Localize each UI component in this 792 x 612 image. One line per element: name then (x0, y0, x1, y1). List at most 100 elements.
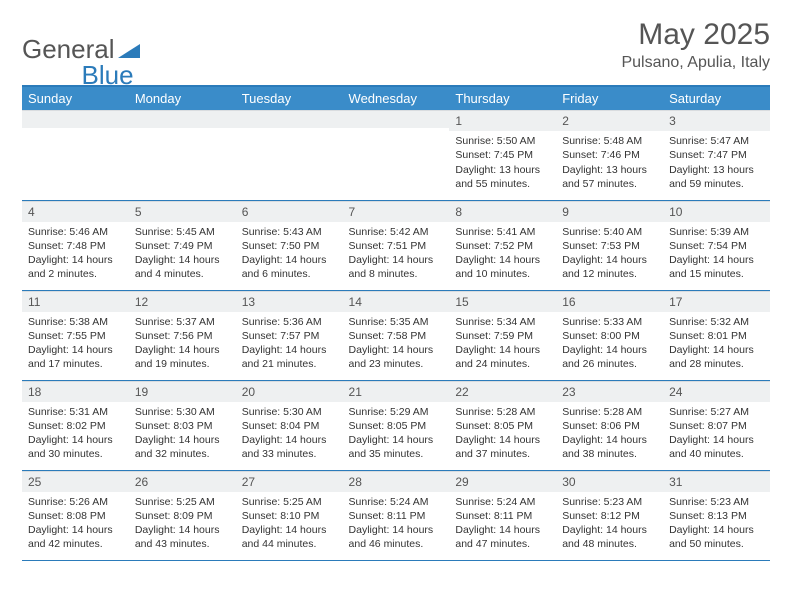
day-number: 30 (556, 471, 663, 492)
day-number: 5 (129, 201, 236, 222)
sunrise-text: Sunrise: 5:34 AM (455, 315, 550, 329)
day-number: 22 (449, 381, 556, 402)
daylight-text: Daylight: 14 hours and 30 minutes. (28, 433, 123, 461)
sunset-text: Sunset: 7:52 PM (455, 239, 550, 253)
daylight-text: Daylight: 14 hours and 33 minutes. (242, 433, 337, 461)
calendar-day-cell: 5Sunrise: 5:45 AMSunset: 7:49 PMDaylight… (129, 200, 236, 290)
sunset-text: Sunset: 8:11 PM (455, 509, 550, 523)
sunset-text: Sunset: 8:03 PM (135, 419, 230, 433)
day-body: Sunrise: 5:25 AMSunset: 8:10 PMDaylight:… (236, 492, 343, 557)
sunrise-text: Sunrise: 5:25 AM (135, 495, 230, 509)
daylight-text: Daylight: 14 hours and 21 minutes. (242, 343, 337, 371)
calendar-day-cell: 27Sunrise: 5:25 AMSunset: 8:10 PMDayligh… (236, 470, 343, 560)
day-header: Tuesday (236, 86, 343, 110)
sunrise-text: Sunrise: 5:23 AM (669, 495, 764, 509)
calendar-day-cell (22, 110, 129, 200)
day-body: Sunrise: 5:32 AMSunset: 8:01 PMDaylight:… (663, 312, 770, 377)
day-number: 4 (22, 201, 129, 222)
calendar-day-cell: 29Sunrise: 5:24 AMSunset: 8:11 PMDayligh… (449, 470, 556, 560)
day-number: 21 (343, 381, 450, 402)
sunset-text: Sunset: 8:06 PM (562, 419, 657, 433)
title-block: May 2025 Pulsano, Apulia, Italy (621, 18, 770, 72)
sunrise-text: Sunrise: 5:28 AM (562, 405, 657, 419)
calendar-day-cell: 17Sunrise: 5:32 AMSunset: 8:01 PMDayligh… (663, 290, 770, 380)
sunset-text: Sunset: 8:01 PM (669, 329, 764, 343)
sunrise-text: Sunrise: 5:37 AM (135, 315, 230, 329)
daylight-text: Daylight: 14 hours and 47 minutes. (455, 523, 550, 551)
daylight-text: Daylight: 14 hours and 19 minutes. (135, 343, 230, 371)
daylight-text: Daylight: 14 hours and 12 minutes. (562, 253, 657, 281)
day-body: Sunrise: 5:25 AMSunset: 8:09 PMDaylight:… (129, 492, 236, 557)
daylight-text: Daylight: 14 hours and 37 minutes. (455, 433, 550, 461)
day-number: 3 (663, 110, 770, 131)
day-number (236, 110, 343, 128)
sunset-text: Sunset: 8:12 PM (562, 509, 657, 523)
calendar-day-cell: 24Sunrise: 5:27 AMSunset: 8:07 PMDayligh… (663, 380, 770, 470)
day-number: 15 (449, 291, 556, 312)
daylight-text: Daylight: 13 hours and 59 minutes. (669, 163, 764, 191)
daylight-text: Daylight: 14 hours and 43 minutes. (135, 523, 230, 551)
sunrise-text: Sunrise: 5:47 AM (669, 134, 764, 148)
sunrise-text: Sunrise: 5:24 AM (455, 495, 550, 509)
daylight-text: Daylight: 14 hours and 35 minutes. (349, 433, 444, 461)
day-body: Sunrise: 5:47 AMSunset: 7:47 PMDaylight:… (663, 131, 770, 196)
sunset-text: Sunset: 7:49 PM (135, 239, 230, 253)
day-number: 16 (556, 291, 663, 312)
day-number: 24 (663, 381, 770, 402)
day-body: Sunrise: 5:43 AMSunset: 7:50 PMDaylight:… (236, 222, 343, 287)
sunrise-text: Sunrise: 5:36 AM (242, 315, 337, 329)
sunset-text: Sunset: 7:54 PM (669, 239, 764, 253)
day-body: Sunrise: 5:40 AMSunset: 7:53 PMDaylight:… (556, 222, 663, 287)
sunrise-text: Sunrise: 5:48 AM (562, 134, 657, 148)
daylight-text: Daylight: 14 hours and 42 minutes. (28, 523, 123, 551)
day-body: Sunrise: 5:41 AMSunset: 7:52 PMDaylight:… (449, 222, 556, 287)
calendar-day-cell: 7Sunrise: 5:42 AMSunset: 7:51 PMDaylight… (343, 200, 450, 290)
day-header: Monday (129, 86, 236, 110)
day-body: Sunrise: 5:26 AMSunset: 8:08 PMDaylight:… (22, 492, 129, 557)
sunset-text: Sunset: 8:10 PM (242, 509, 337, 523)
sunrise-text: Sunrise: 5:35 AM (349, 315, 444, 329)
sunset-text: Sunset: 7:45 PM (455, 148, 550, 162)
sunrise-text: Sunrise: 5:25 AM (242, 495, 337, 509)
calendar-day-cell: 30Sunrise: 5:23 AMSunset: 8:12 PMDayligh… (556, 470, 663, 560)
day-body: Sunrise: 5:28 AMSunset: 8:06 PMDaylight:… (556, 402, 663, 467)
sunset-text: Sunset: 7:57 PM (242, 329, 337, 343)
sunrise-text: Sunrise: 5:43 AM (242, 225, 337, 239)
daylight-text: Daylight: 14 hours and 10 minutes. (455, 253, 550, 281)
day-number: 26 (129, 471, 236, 492)
day-number: 11 (22, 291, 129, 312)
day-body: Sunrise: 5:46 AMSunset: 7:48 PMDaylight:… (22, 222, 129, 287)
day-number (22, 110, 129, 128)
day-body: Sunrise: 5:27 AMSunset: 8:07 PMDaylight:… (663, 402, 770, 467)
sunrise-text: Sunrise: 5:24 AM (349, 495, 444, 509)
day-body: Sunrise: 5:24 AMSunset: 8:11 PMDaylight:… (449, 492, 556, 557)
calendar-day-cell: 12Sunrise: 5:37 AMSunset: 7:56 PMDayligh… (129, 290, 236, 380)
calendar-day-cell: 8Sunrise: 5:41 AMSunset: 7:52 PMDaylight… (449, 200, 556, 290)
sunset-text: Sunset: 8:05 PM (349, 419, 444, 433)
day-number: 6 (236, 201, 343, 222)
month-title: May 2025 (621, 18, 770, 52)
sunset-text: Sunset: 7:55 PM (28, 329, 123, 343)
sunset-text: Sunset: 7:48 PM (28, 239, 123, 253)
calendar-week-row: 4Sunrise: 5:46 AMSunset: 7:48 PMDaylight… (22, 200, 770, 290)
daylight-text: Daylight: 14 hours and 8 minutes. (349, 253, 444, 281)
calendar-day-cell: 3Sunrise: 5:47 AMSunset: 7:47 PMDaylight… (663, 110, 770, 200)
sunrise-text: Sunrise: 5:42 AM (349, 225, 444, 239)
day-body: Sunrise: 5:24 AMSunset: 8:11 PMDaylight:… (343, 492, 450, 557)
day-body: Sunrise: 5:30 AMSunset: 8:04 PMDaylight:… (236, 402, 343, 467)
day-number (129, 110, 236, 128)
calendar-day-cell: 23Sunrise: 5:28 AMSunset: 8:06 PMDayligh… (556, 380, 663, 470)
calendar-day-cell: 14Sunrise: 5:35 AMSunset: 7:58 PMDayligh… (343, 290, 450, 380)
daylight-text: Daylight: 14 hours and 26 minutes. (562, 343, 657, 371)
sunrise-text: Sunrise: 5:31 AM (28, 405, 123, 419)
sunset-text: Sunset: 8:05 PM (455, 419, 550, 433)
day-number: 31 (663, 471, 770, 492)
sunrise-text: Sunrise: 5:33 AM (562, 315, 657, 329)
calendar-week-row: 1Sunrise: 5:50 AMSunset: 7:45 PMDaylight… (22, 110, 770, 200)
sunset-text: Sunset: 7:53 PM (562, 239, 657, 253)
day-number: 28 (343, 471, 450, 492)
sunrise-text: Sunrise: 5:41 AM (455, 225, 550, 239)
calendar-day-cell: 2Sunrise: 5:48 AMSunset: 7:46 PMDaylight… (556, 110, 663, 200)
daylight-text: Daylight: 14 hours and 46 minutes. (349, 523, 444, 551)
calendar-day-cell: 20Sunrise: 5:30 AMSunset: 8:04 PMDayligh… (236, 380, 343, 470)
